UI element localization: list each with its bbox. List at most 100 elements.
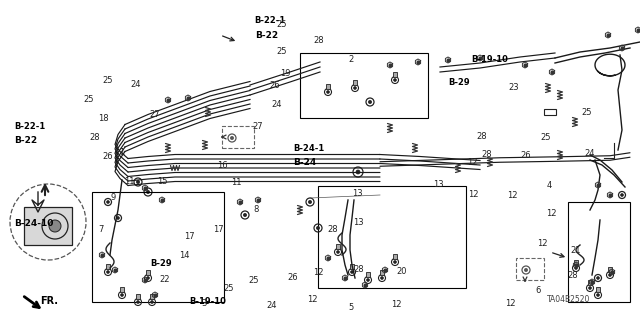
Text: 24: 24	[267, 301, 277, 310]
Circle shape	[107, 201, 109, 204]
Text: B-19-10: B-19-10	[471, 55, 508, 63]
Bar	[568, 202, 630, 302]
Text: 25: 25	[276, 20, 287, 29]
Circle shape	[575, 267, 577, 270]
Bar	[393, 254, 397, 258]
Text: B-22-1: B-22-1	[255, 16, 286, 25]
Text: 25: 25	[248, 276, 259, 285]
Text: 25: 25	[83, 95, 93, 104]
Bar	[574, 259, 578, 264]
Circle shape	[147, 277, 149, 279]
Bar	[596, 286, 600, 292]
Circle shape	[136, 181, 140, 184]
Text: 12: 12	[538, 239, 548, 248]
Text: 17: 17	[184, 232, 195, 241]
Circle shape	[337, 251, 339, 253]
Text: FR.: FR.	[40, 296, 58, 306]
Text: 11: 11	[232, 178, 242, 187]
Bar	[336, 243, 340, 249]
Text: 14: 14	[179, 251, 189, 260]
Circle shape	[230, 137, 234, 140]
Text: 21: 21	[571, 246, 581, 255]
Text: 2: 2	[348, 56, 353, 64]
Bar	[545, 109, 556, 115]
Text: B-29: B-29	[150, 259, 172, 268]
Text: 25: 25	[276, 47, 287, 56]
Circle shape	[136, 300, 140, 303]
Circle shape	[369, 100, 372, 104]
Text: B-19-10: B-19-10	[189, 297, 226, 306]
Circle shape	[367, 278, 369, 281]
Text: 12: 12	[467, 158, 477, 167]
Text: B-29: B-29	[448, 78, 470, 87]
Text: 5: 5	[348, 303, 353, 312]
Text: 4: 4	[547, 181, 552, 189]
Circle shape	[621, 194, 623, 197]
Text: 1: 1	[119, 148, 124, 157]
Bar	[92, 192, 224, 302]
Text: 12: 12	[307, 295, 317, 304]
Circle shape	[596, 293, 600, 296]
Bar	[350, 263, 354, 269]
Bar	[516, 258, 544, 280]
Bar	[318, 186, 466, 288]
Text: 7: 7	[99, 225, 104, 234]
Circle shape	[524, 268, 527, 271]
Text: 25: 25	[540, 133, 550, 142]
Text: 3: 3	[201, 299, 206, 308]
Text: 28: 28	[568, 271, 578, 280]
Bar	[366, 271, 370, 277]
Circle shape	[120, 293, 124, 296]
Text: B-24-10: B-24-10	[14, 219, 54, 228]
Circle shape	[308, 200, 312, 204]
Circle shape	[394, 78, 396, 81]
Bar	[24, 207, 72, 245]
Text: 16: 16	[218, 161, 228, 170]
Text: 11: 11	[124, 177, 134, 186]
Text: B-24-1: B-24-1	[293, 144, 324, 153]
Text: 25: 25	[102, 76, 113, 85]
Circle shape	[394, 261, 396, 263]
Text: 6: 6	[535, 286, 540, 295]
Text: 24: 24	[271, 100, 282, 109]
Circle shape	[354, 86, 356, 89]
Text: 19: 19	[280, 69, 291, 78]
Text: 13: 13	[353, 218, 364, 226]
Text: B-22: B-22	[14, 136, 37, 145]
Text: 28: 28	[481, 150, 492, 159]
Bar	[353, 79, 357, 85]
Circle shape	[147, 190, 150, 194]
Bar	[300, 53, 428, 118]
Text: 13: 13	[352, 189, 362, 198]
Text: 22: 22	[160, 275, 170, 284]
Circle shape	[596, 277, 600, 279]
Text: 9: 9	[110, 193, 115, 202]
Circle shape	[243, 213, 246, 217]
Circle shape	[589, 286, 591, 289]
Bar	[393, 71, 397, 77]
Text: B-22: B-22	[255, 31, 278, 40]
Text: 17: 17	[214, 225, 224, 234]
Bar	[326, 84, 330, 88]
Circle shape	[326, 91, 330, 93]
Circle shape	[609, 274, 611, 276]
Text: B-24: B-24	[293, 158, 316, 167]
Text: 28: 28	[476, 132, 486, 141]
Text: 8: 8	[253, 205, 259, 214]
Text: 13: 13	[433, 180, 444, 189]
Circle shape	[351, 271, 353, 273]
Text: 26: 26	[270, 81, 280, 90]
Text: 12: 12	[468, 190, 479, 199]
Circle shape	[356, 170, 360, 174]
Text: 27: 27	[150, 110, 160, 119]
Text: 12: 12	[506, 299, 516, 308]
Circle shape	[107, 271, 109, 273]
Text: TA04B2520: TA04B2520	[547, 295, 591, 304]
Circle shape	[316, 226, 319, 230]
Text: 24: 24	[585, 149, 595, 158]
Circle shape	[49, 220, 61, 232]
Circle shape	[381, 277, 383, 279]
Text: 25: 25	[224, 284, 234, 293]
Text: 26: 26	[521, 151, 531, 160]
Bar	[136, 293, 140, 299]
